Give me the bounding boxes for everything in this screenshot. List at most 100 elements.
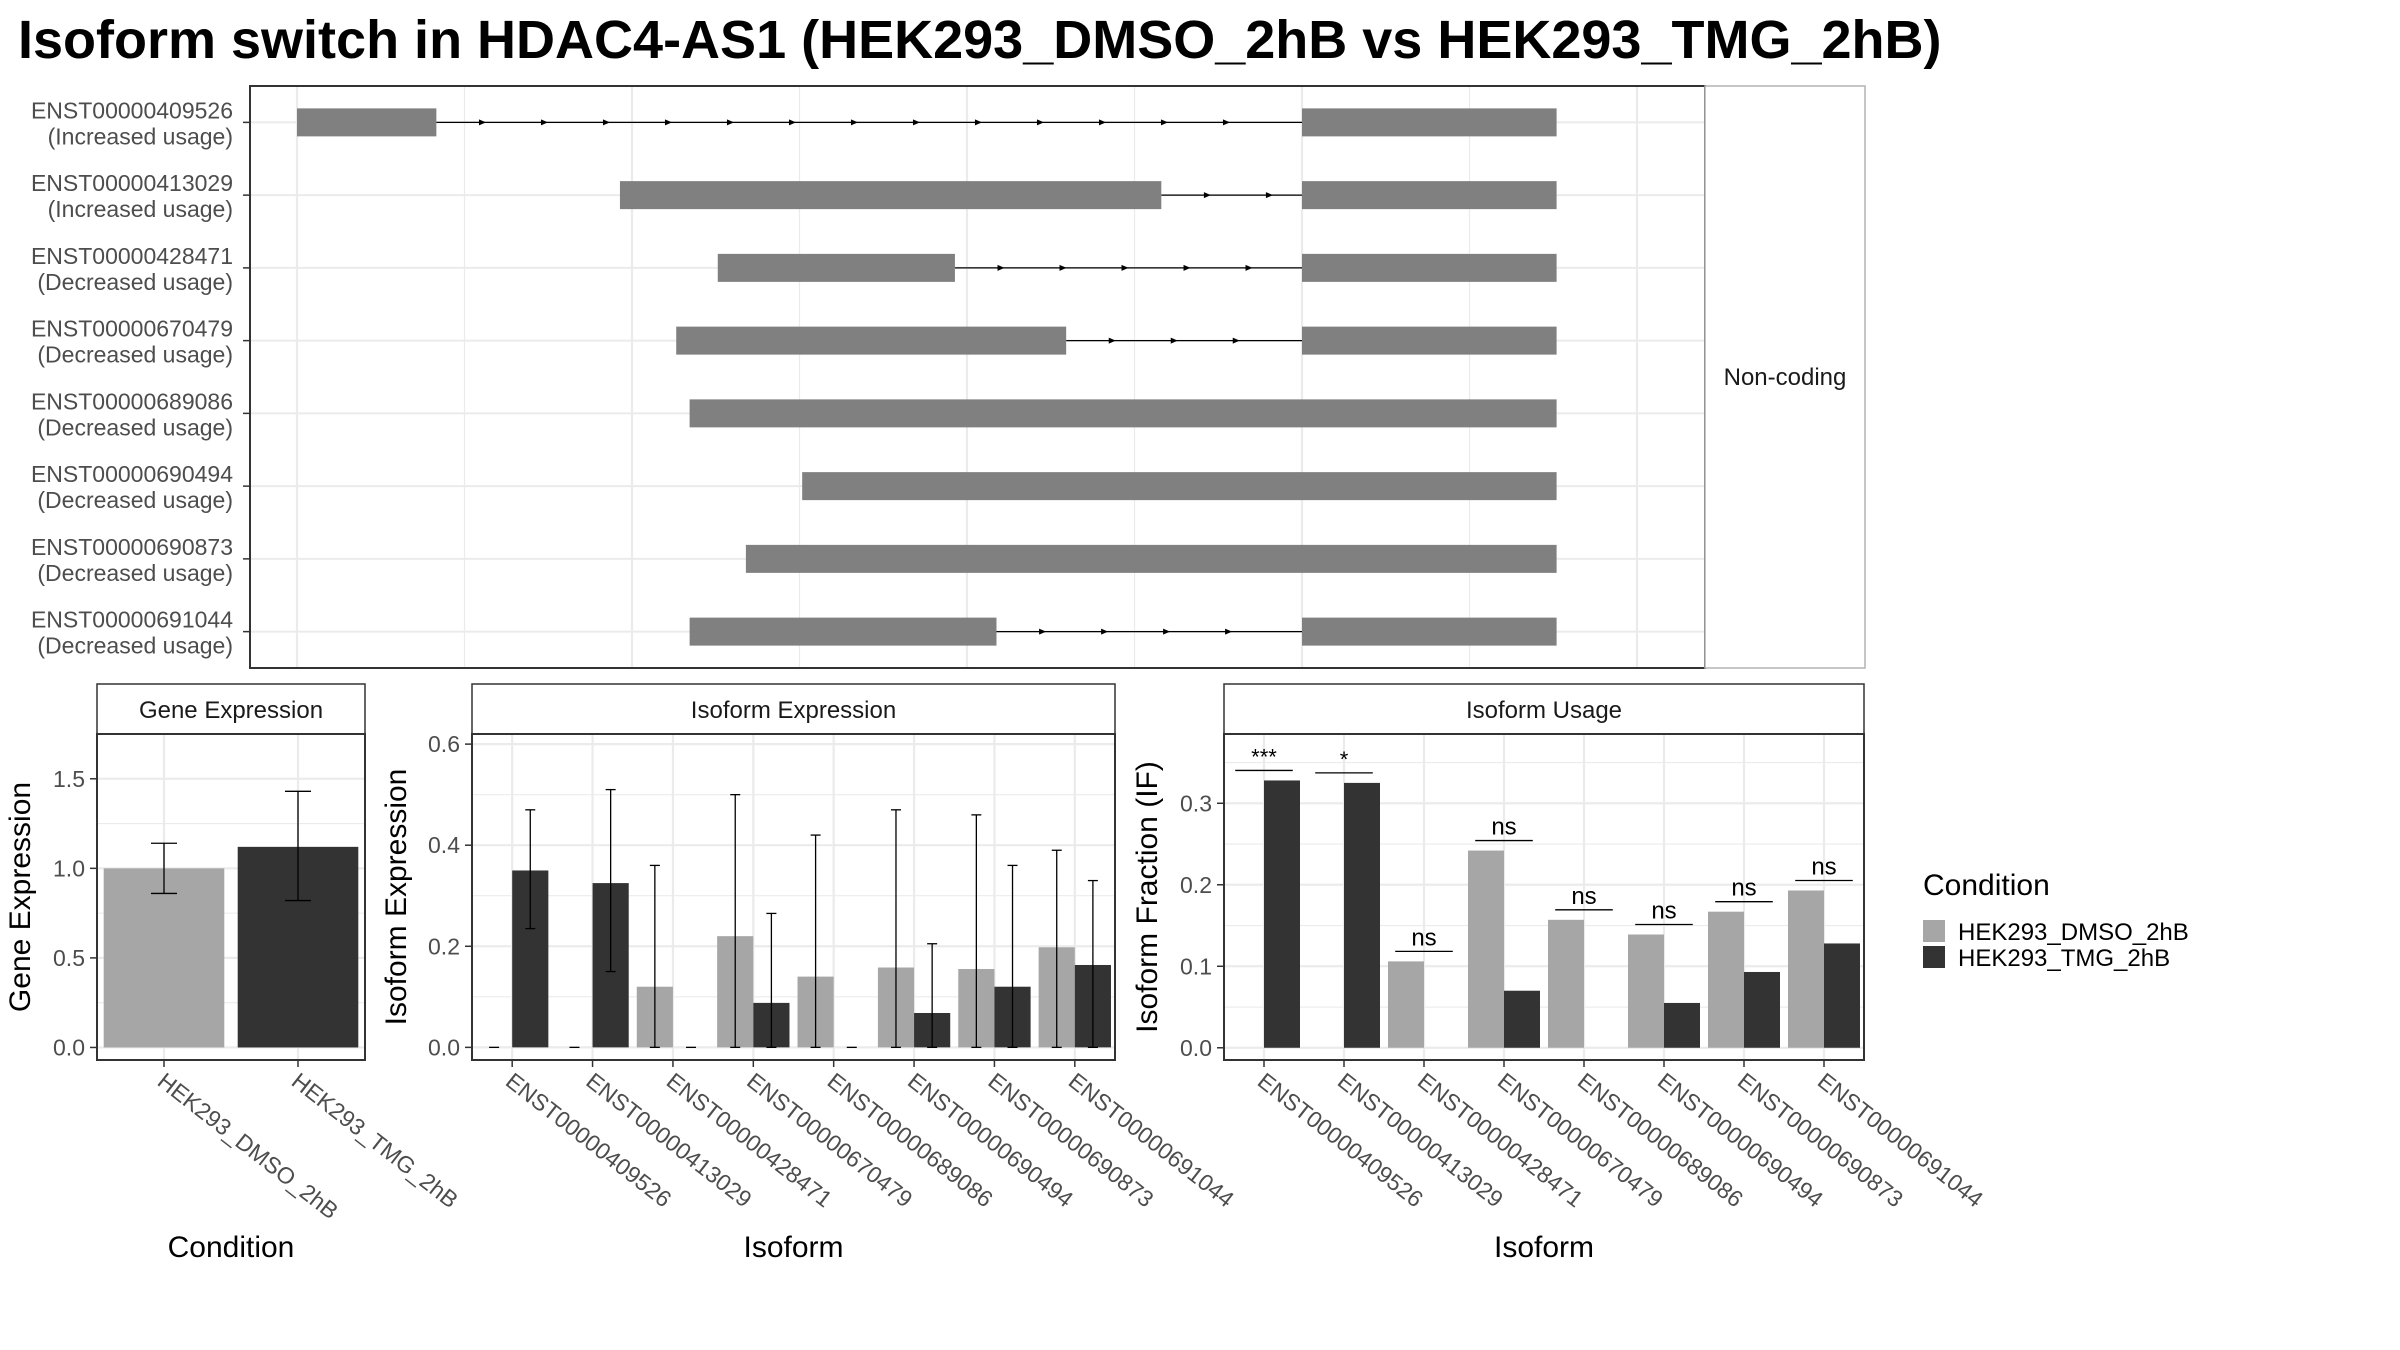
transcript-status-label: (Decreased usage)	[37, 633, 233, 659]
structure-strip-label: Non-coding	[1724, 364, 1847, 391]
significance-label: *	[1340, 747, 1349, 772]
y-tick-label: 0.0	[1180, 1035, 1212, 1061]
exon-block	[297, 108, 437, 137]
strand-arrow	[1232, 337, 1240, 344]
y-tick-label: 1.5	[53, 766, 85, 792]
exon-block	[619, 181, 1162, 210]
transcript-status-label: (Decreased usage)	[37, 560, 233, 586]
strand-arrow	[478, 119, 486, 126]
exon-block	[717, 253, 955, 282]
panel-strip	[471, 683, 1116, 735]
exon-block	[1302, 326, 1557, 355]
transcript-status-label: (Decreased usage)	[37, 414, 233, 440]
bar	[1344, 782, 1380, 1048]
strand-arrow	[726, 119, 734, 126]
transcript-id-label: ENST00000428471	[31, 243, 233, 269]
bar	[103, 868, 225, 1048]
bar	[1548, 919, 1584, 1048]
transcript-status-label: (Decreased usage)	[37, 269, 233, 295]
transcript-status-label: (Decreased usage)	[37, 487, 233, 513]
bar	[1264, 780, 1300, 1048]
strand-arrow	[788, 119, 796, 126]
legend-label-dmso: HEK293_DMSO_2hB	[1958, 919, 2189, 946]
strand-arrow	[1098, 119, 1106, 126]
figure-title: Isoform switch in HDAC4-AS1 (HEK293_DMSO…	[18, 10, 1942, 70]
y-tick-label: 0.5	[53, 945, 85, 971]
strand-arrow	[1036, 119, 1044, 126]
gene-expression-panel: Gene Expression0.00.51.01.5HEK293_DMSO_2…	[4, 683, 463, 1264]
panel-border	[471, 733, 1116, 1061]
strand-arrow	[1160, 119, 1168, 126]
y-axis-title: Gene Expression	[4, 782, 37, 1012]
y-axis-title: Isoform Fraction (IF)	[1131, 761, 1164, 1033]
transcript-structure-panel: ENST00000409526(Increased usage)ENST0000…	[31, 85, 1866, 669]
bar	[1628, 934, 1664, 1048]
strand-arrow	[1170, 337, 1178, 344]
y-tick-label: 0.2	[428, 933, 460, 959]
strand-arrow	[540, 119, 548, 126]
transcript-id-label: ENST00000690494	[31, 461, 233, 487]
panel-title: Isoform Usage	[1466, 697, 1622, 724]
strand-arrow	[997, 264, 1005, 271]
x-axis-title: Isoform	[743, 1231, 843, 1264]
panel-strip	[1223, 683, 1865, 735]
strand-arrow	[664, 119, 672, 126]
significance-label: ***	[1251, 744, 1277, 769]
transcript-status-label: (Increased usage)	[48, 123, 233, 149]
y-tick-label: 0.0	[53, 1034, 85, 1060]
isoform-expression-panel: Isoform Expression0.00.20.40.6ENST000004…	[380, 683, 1239, 1264]
transcript-id-label: ENST00000690873	[31, 534, 233, 560]
strand-arrow	[1163, 628, 1171, 635]
exon-block	[689, 399, 1557, 428]
transcript-id-label: ENST00000413029	[31, 170, 233, 196]
bar	[1388, 961, 1424, 1048]
strand-arrow	[1039, 628, 1047, 635]
strand-arrow	[912, 119, 920, 126]
exon-block	[676, 326, 1067, 355]
y-tick-label: 0.3	[1180, 790, 1212, 816]
strand-arrow	[1101, 628, 1109, 635]
legend-swatch-tmg	[1923, 946, 1945, 968]
exon-block	[1302, 253, 1557, 282]
strand-arrow	[1225, 628, 1233, 635]
significance-label: ns	[1811, 853, 1836, 880]
strand-arrow	[1222, 119, 1230, 126]
significance-label: ns	[1651, 897, 1676, 924]
transcript-status-label: (Increased usage)	[48, 196, 233, 222]
y-axis-title: Isoform Expression	[380, 769, 413, 1026]
transcript-id-label: ENST00000689086	[31, 388, 233, 414]
bar	[1664, 1002, 1700, 1048]
legend-label-tmg: HEK293_TMG_2hB	[1958, 945, 2170, 972]
legend-title: Condition	[1923, 869, 2050, 902]
panel-title: Gene Expression	[139, 697, 323, 724]
bar	[1744, 971, 1780, 1048]
strand-arrow	[1183, 264, 1191, 271]
bar	[1824, 943, 1860, 1048]
transcript-id-label: ENST00000409526	[31, 97, 233, 123]
strand-arrow	[850, 119, 858, 126]
condition-legend: Condition HEK293_DMSO_2hB HEK293_TMG_2hB	[1923, 869, 2189, 972]
significance-label: ns	[1491, 814, 1516, 841]
y-tick-label: 0.0	[428, 1034, 460, 1060]
strand-arrow	[602, 119, 610, 126]
exon-block	[802, 472, 1557, 501]
significance-label: ns	[1411, 924, 1436, 951]
strand-arrow	[974, 119, 982, 126]
panel-border	[96, 733, 366, 1061]
y-tick-label: 1.0	[53, 855, 85, 881]
panel-title: Isoform Expression	[691, 697, 896, 724]
structure-strip	[1704, 85, 1866, 669]
strand-arrow	[1108, 337, 1116, 344]
panel-border	[1223, 733, 1865, 1061]
strand-arrow	[1245, 264, 1253, 271]
exon-block	[1302, 181, 1557, 210]
bar	[1504, 990, 1540, 1048]
strand-arrow	[1265, 192, 1273, 199]
structure-plot-background	[250, 86, 1705, 668]
legend-swatch-dmso	[1923, 920, 1945, 942]
strand-arrow	[1203, 192, 1211, 199]
bar	[1708, 911, 1744, 1048]
y-tick-label: 0.2	[1180, 872, 1212, 898]
transcript-status-label: (Decreased usage)	[37, 342, 233, 368]
exon-block	[689, 617, 997, 646]
